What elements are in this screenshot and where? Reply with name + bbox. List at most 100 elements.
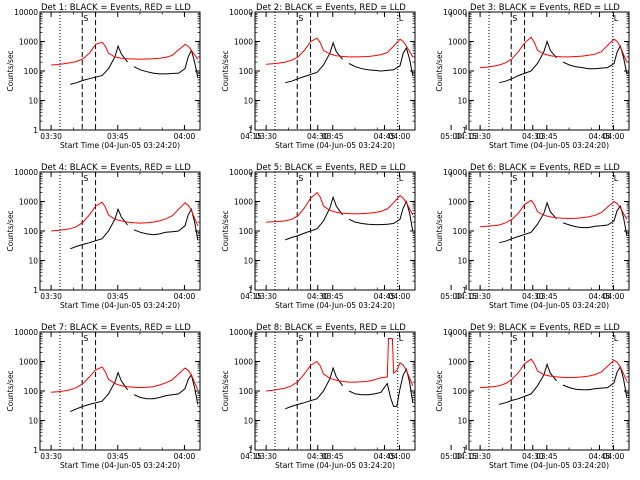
- flag-s: S: [83, 174, 88, 183]
- x-axis-label: Start Time (04-Jun-05 03:24:20): [275, 301, 395, 310]
- x-tick-label: 04:00: [603, 452, 625, 461]
- series-events-line: [69, 371, 129, 413]
- x-tick-label: 03:30: [469, 132, 491, 141]
- series-events-line: [70, 44, 128, 85]
- y-tick-label: 10: [28, 257, 38, 266]
- y-tick-label: 10000: [14, 328, 38, 337]
- x-tick-label: 03:45: [536, 452, 558, 461]
- y-tick-label: 100: [453, 227, 468, 236]
- x-tick-label: 03:30: [40, 292, 62, 301]
- y-tick-label: 1000: [19, 38, 38, 47]
- y-tick-label: 100: [239, 387, 254, 396]
- plot-frame: [254, 331, 416, 451]
- y-tick-label: 10000: [229, 168, 253, 177]
- x-tick-label: 04:00: [174, 132, 196, 141]
- x-tick-label: 03:30: [469, 452, 491, 461]
- y-tick-label: 1: [33, 126, 38, 135]
- chart-panel-det3: Det 3: BLACK = Events, RED = LLD 1 10 100 10…: [435, 3, 630, 150]
- chart-panel-det7: Det 7: BLACK = Events, RED = LLD11010010…: [6, 323, 462, 470]
- chart-title: Det 6: BLACK = Events, RED = LLD: [470, 163, 620, 173]
- y-tick-label: 1000: [234, 198, 253, 207]
- flag-s: S: [512, 174, 517, 183]
- chart-title: Det 9: BLACK = Events, RED = LLD: [470, 323, 620, 333]
- y-tick-label: 100: [24, 387, 39, 396]
- flag-l: L: [614, 14, 619, 23]
- x-tick-label: 04:30: [307, 452, 329, 461]
- series-events-line: [133, 48, 199, 78]
- chart-panel-det5: Det 5: BLACK = Events, RED = LLD11010010…: [221, 163, 619, 310]
- x-tick-label: 04:45: [589, 452, 611, 461]
- plot-frame: [39, 11, 201, 131]
- y-tick-label: 10000: [443, 168, 467, 177]
- y-axis-label: Counts/sec: [435, 370, 444, 411]
- x-tick-label: 03:45: [536, 292, 558, 301]
- x-tick-label: 03:30: [255, 292, 277, 301]
- y-tick-label: 1000: [448, 358, 467, 367]
- x-tick-label: 04:30: [307, 292, 329, 301]
- y-tick-label: 1: [462, 126, 467, 135]
- y-tick-label: 1000: [448, 198, 467, 207]
- x-tick-label: 05:00: [440, 452, 462, 461]
- y-tick-label: 10: [457, 257, 467, 266]
- plot-frame: [468, 171, 630, 291]
- flag-s: S: [298, 14, 303, 23]
- x-tick-label: 04:45: [374, 452, 396, 461]
- chart-title: Det 1: BLACK = Events, RED = LLD: [41, 3, 191, 13]
- y-tick-label: 1000: [19, 198, 38, 207]
- series-lld-line: [480, 36, 628, 69]
- y-tick-label: 10: [457, 97, 467, 106]
- x-tick-label: 04:45: [374, 132, 396, 141]
- series-events-line: [133, 207, 199, 240]
- x-tick-label: 04:45: [589, 132, 611, 141]
- x-tick-label: 04:00: [389, 132, 411, 141]
- chart-panel-det9: Det 9: BLACK = Events, RED = LLD 1 10 100 10…: [435, 323, 630, 470]
- series-events-line: [562, 204, 628, 236]
- plot-frame: [254, 171, 416, 291]
- y-tick-label: 10000: [14, 8, 38, 17]
- x-tick-label: 03:45: [322, 292, 344, 301]
- x-tick-label: 04:45: [374, 292, 396, 301]
- x-tick-label: 04:00: [389, 452, 411, 461]
- y-tick-label: 10000: [443, 328, 467, 337]
- y-tick-label: 10: [243, 417, 253, 426]
- y-tick-label: 1: [248, 286, 253, 295]
- flag-s: S: [83, 334, 88, 343]
- x-axis-label: Start Time (04-Jun-05 03:24:20): [60, 301, 180, 310]
- x-axis-label: Start Time (04-Jun-05 03:24:20): [489, 461, 609, 470]
- flag-l: L: [399, 14, 404, 23]
- x-axis-label: Start Time (04-Jun-05 03:24:20): [275, 461, 395, 470]
- x-tick-label: 05:00: [440, 292, 462, 301]
- series-events-line: [348, 46, 414, 76]
- flag-l: L: [614, 174, 619, 183]
- x-tick-label: 04:15: [240, 452, 262, 461]
- x-axis-label: Start Time (04-Jun-05 03:24:20): [60, 141, 180, 150]
- x-tick-label: 03:30: [255, 132, 277, 141]
- chart-panel-det8: Det 8: BLACK = Events, RED = LLD11010010…: [221, 323, 619, 470]
- series-events-line: [285, 195, 344, 241]
- x-tick-label: 04:15: [240, 132, 262, 141]
- y-tick-label: 10: [457, 417, 467, 426]
- y-tick-label: 1000: [19, 358, 38, 367]
- y-tick-label: 1: [248, 126, 253, 135]
- x-axis-label: Start Time (04-Jun-05 03:24:20): [489, 141, 609, 150]
- x-tick-label: 04:45: [589, 292, 611, 301]
- x-tick-label: 04:15: [455, 452, 477, 461]
- series-lld-line: [51, 201, 199, 232]
- series-events-line: [285, 366, 344, 410]
- x-tick-label: 03:45: [536, 132, 558, 141]
- flag-l: L: [614, 334, 619, 343]
- y-tick-label: 1: [462, 446, 467, 455]
- flag-s: S: [83, 14, 88, 23]
- x-tick-label: 03:45: [322, 452, 344, 461]
- x-tick-label: 03:30: [40, 132, 62, 141]
- flag-s: S: [512, 334, 517, 343]
- chart-title: Det 4: BLACK = Events, RED = LLD: [41, 163, 191, 173]
- flag-s: S: [298, 174, 303, 183]
- series-events-line: [70, 207, 128, 250]
- x-tick-label: 04:30: [522, 292, 544, 301]
- x-tick-label: 03:45: [107, 132, 129, 141]
- x-tick-label: 04:15: [455, 132, 477, 141]
- chart-title: Det 2: BLACK = Events, RED = LLD: [256, 3, 406, 13]
- x-tick-label: 03:45: [107, 452, 129, 461]
- y-tick-label: 100: [24, 67, 39, 76]
